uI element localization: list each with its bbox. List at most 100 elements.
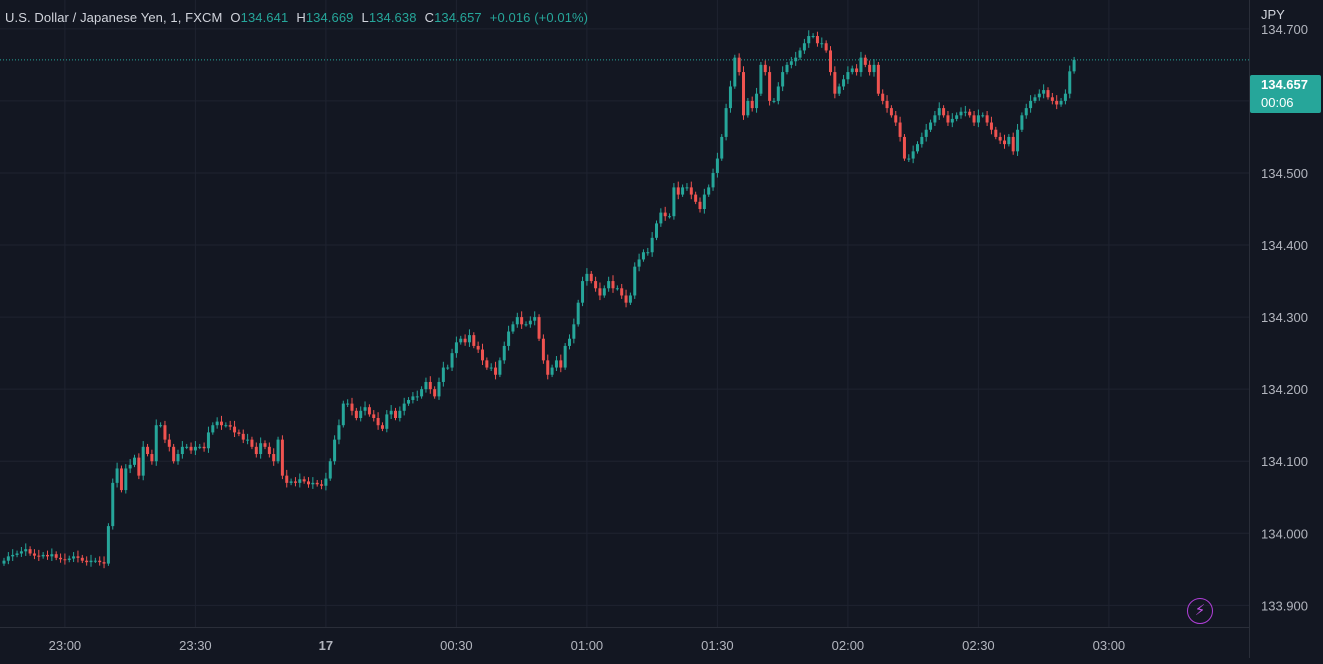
candle-body: [1068, 71, 1072, 94]
candle: [402, 397, 406, 416]
candle: [420, 386, 424, 399]
candle-body: [685, 187, 689, 189]
candle-body: [907, 158, 911, 160]
candle: [367, 404, 371, 417]
candle-body: [415, 396, 419, 398]
candle-body: [589, 273, 593, 282]
candle: [772, 98, 776, 104]
candle: [450, 348, 454, 372]
candle: [868, 60, 872, 76]
candle: [815, 31, 819, 47]
candle-body: [1029, 100, 1033, 109]
candle-body: [228, 425, 232, 427]
candle-body: [815, 36, 819, 44]
candle-body: [707, 187, 711, 195]
candle-body: [459, 338, 463, 343]
candle-body: [541, 338, 545, 361]
candle-body: [180, 446, 184, 455]
candle: [641, 249, 645, 262]
candle-body: [611, 281, 615, 289]
candle-body: [672, 187, 676, 217]
candle-body: [476, 345, 480, 350]
candle-body: [472, 335, 476, 346]
candle-body: [54, 554, 58, 558]
chart-area[interactable]: [0, 0, 1249, 627]
candle-body: [46, 554, 49, 557]
candle-body: [776, 86, 780, 101]
candle: [863, 54, 867, 68]
candle-body: [59, 557, 63, 560]
candle: [394, 407, 397, 421]
candle-body: [433, 389, 437, 397]
candle-body: [781, 72, 785, 87]
candle-body: [676, 187, 680, 195]
candle: [441, 361, 445, 387]
price-tick-label: 133.900: [1261, 598, 1308, 613]
candle: [467, 329, 471, 347]
candle-body: [885, 100, 889, 109]
time-axis[interactable]: 23:00 23:30 17 00:30 01:00 01:30 02:00 02:30 03:…: [0, 627, 1249, 659]
candle: [829, 46, 832, 76]
candle: [463, 334, 467, 346]
candle-body: [137, 457, 141, 476]
candle-body: [111, 482, 115, 527]
candle-body: [367, 407, 371, 415]
candle: [189, 442, 193, 454]
candle-body: [837, 86, 841, 94]
lightning-icon[interactable]: ⚡: [1187, 598, 1213, 624]
candle: [568, 334, 571, 350]
symbol-legend[interactable]: U.S. Dollar / Japanese Yen, 1, FXCM O134.…: [5, 10, 588, 25]
last-price-value: 134.657: [1261, 77, 1308, 92]
candle: [968, 108, 972, 118]
candle: [728, 80, 732, 113]
candle: [1024, 103, 1028, 119]
currency-label[interactable]: JPY: [1261, 7, 1285, 22]
candle-body: [354, 410, 358, 418]
candle: [233, 420, 237, 438]
candle-body: [520, 317, 524, 325]
candle-body: [768, 72, 772, 101]
candle-body: [233, 426, 237, 433]
symbol-title[interactable]: U.S. Dollar / Japanese Yen, 1, FXCM: [5, 10, 223, 25]
candle: [707, 184, 711, 197]
candle-body: [481, 349, 484, 361]
candle-body: [920, 136, 924, 145]
candle-body: [363, 407, 367, 411]
candle: [794, 51, 798, 66]
candle-body: [72, 556, 76, 559]
candle-body: [855, 68, 859, 73]
candle-body: [450, 353, 454, 368]
candle: [646, 247, 650, 256]
candle-body: [380, 425, 384, 429]
candle-body: [167, 439, 171, 447]
candle: [93, 557, 97, 564]
candle-body: [511, 324, 515, 332]
candle: [781, 66, 785, 92]
candle-body: [1055, 100, 1059, 105]
candle: [50, 548, 54, 561]
candle: [267, 442, 271, 458]
candle: [802, 38, 806, 54]
open-value: 134.641: [240, 10, 289, 25]
candle: [272, 448, 276, 466]
candle: [633, 262, 637, 299]
candle: [1037, 89, 1041, 101]
candle: [315, 479, 319, 487]
candle: [215, 417, 219, 429]
candle-body: [994, 129, 998, 137]
candle: [615, 285, 619, 291]
candle: [676, 181, 680, 200]
candle-body: [737, 57, 741, 73]
candle: [1068, 65, 1072, 99]
candle: [180, 441, 184, 459]
candle-body: [689, 187, 693, 195]
candle-body: [398, 410, 402, 418]
last-price-tag: 134.657 00:06: [1250, 75, 1321, 113]
candle-body: [498, 360, 502, 375]
candle-body: [267, 446, 271, 455]
candle: [237, 429, 241, 437]
candlestick-chart[interactable]: [0, 0, 1249, 627]
candle: [833, 66, 837, 99]
candle: [354, 407, 358, 421]
candle: [211, 422, 215, 435]
